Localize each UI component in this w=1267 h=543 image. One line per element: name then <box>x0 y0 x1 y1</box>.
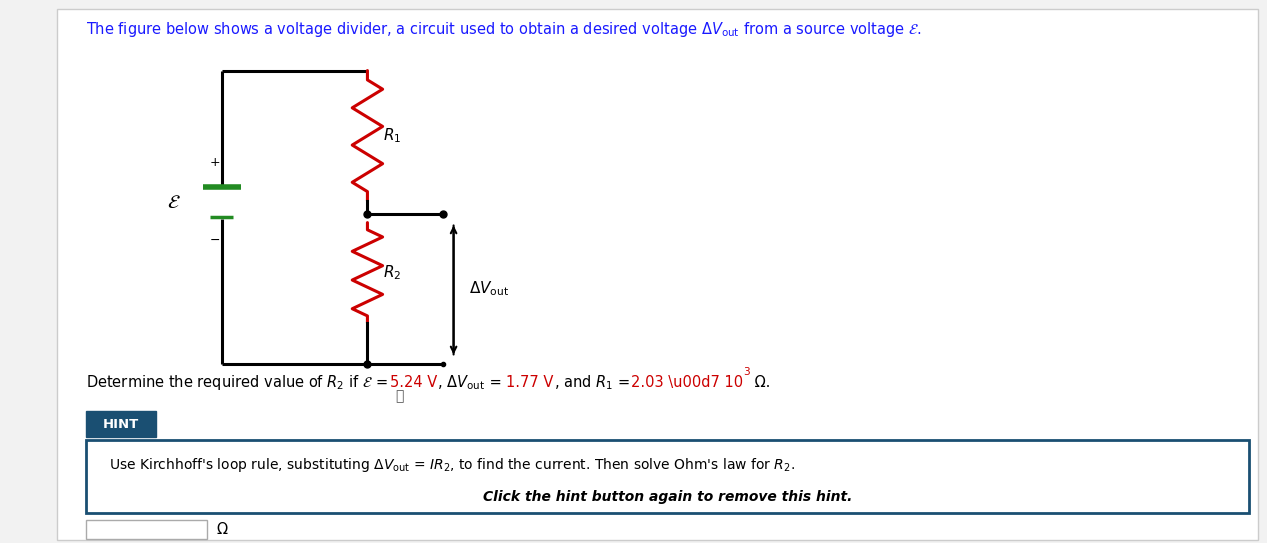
Text: +: + <box>210 156 220 169</box>
Text: Determine the required value of $R_2$ if $\mathcal{E}$ =: Determine the required value of $R_2$ if… <box>86 374 389 392</box>
Text: $\Delta V_{\mathregular{out}}$: $\Delta V_{\mathregular{out}}$ <box>469 280 509 299</box>
Text: Click the hint button again to remove this hint.: Click the hint button again to remove th… <box>483 490 853 504</box>
Text: −: − <box>210 233 220 247</box>
Text: ⓘ: ⓘ <box>395 389 403 403</box>
Text: , and $R_1$ =: , and $R_1$ = <box>554 374 631 392</box>
FancyBboxPatch shape <box>86 411 156 437</box>
Text: Ω.: Ω. <box>750 375 770 390</box>
Text: Use Kirchhoff's loop rule, substituting $\Delta V_{\mathregular{out}}$ = $IR_2$,: Use Kirchhoff's loop rule, substituting … <box>109 457 794 475</box>
Text: $\mathcal{E}$: $\mathcal{E}$ <box>167 193 180 212</box>
Text: 1.77 V: 1.77 V <box>506 375 554 390</box>
Text: 2.03 \u00d7 10: 2.03 \u00d7 10 <box>631 375 744 390</box>
Text: $R_1$: $R_1$ <box>383 127 400 145</box>
Text: 5.24 V: 5.24 V <box>389 375 437 390</box>
Text: , $\Delta V_{\mathregular{out}}$: , $\Delta V_{\mathregular{out}}$ <box>437 374 485 392</box>
Text: The figure below shows a voltage divider, a circuit used to obtain a desired vol: The figure below shows a voltage divider… <box>86 21 922 39</box>
FancyBboxPatch shape <box>57 9 1258 540</box>
FancyBboxPatch shape <box>86 440 1249 513</box>
Text: 3: 3 <box>744 367 750 377</box>
Text: Ω: Ω <box>217 522 228 536</box>
Text: $R_2$: $R_2$ <box>383 263 400 282</box>
FancyBboxPatch shape <box>86 520 207 539</box>
Text: HINT: HINT <box>103 418 139 431</box>
Text: =: = <box>485 375 506 390</box>
